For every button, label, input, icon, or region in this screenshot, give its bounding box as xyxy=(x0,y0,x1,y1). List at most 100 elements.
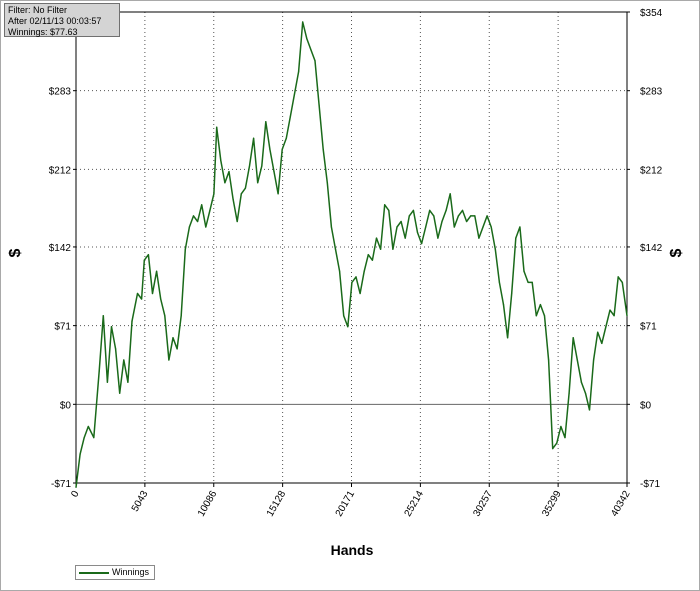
data-point xyxy=(355,276,357,278)
data-point xyxy=(151,292,154,295)
winnings-text: Winnings: $77.63 xyxy=(8,27,78,37)
data-point xyxy=(560,425,562,428)
data-point xyxy=(83,437,85,439)
data-point xyxy=(507,337,509,339)
series-line-winnings xyxy=(75,21,628,488)
data-point xyxy=(261,165,263,167)
data-point xyxy=(289,115,291,117)
x-tick-label: 15128 xyxy=(265,489,289,519)
data-point xyxy=(224,182,226,184)
data-point xyxy=(244,187,246,189)
data-point xyxy=(293,93,296,95)
data-point xyxy=(265,121,267,123)
data-point xyxy=(363,270,365,272)
x-tick-label: 30257 xyxy=(471,489,495,519)
data-point xyxy=(110,326,113,328)
data-point xyxy=(253,137,255,139)
data-point xyxy=(400,220,402,223)
data-point xyxy=(93,437,95,439)
data-point xyxy=(470,215,472,217)
y-tick-label-right: $142 xyxy=(640,243,663,254)
data-point xyxy=(180,315,182,317)
data-point xyxy=(548,359,550,361)
y-tick-label-left: -$71 xyxy=(51,479,71,490)
data-point xyxy=(213,193,215,195)
data-point xyxy=(160,298,162,300)
data-point xyxy=(197,220,199,223)
data-point xyxy=(626,315,628,317)
data-point xyxy=(141,298,143,300)
data-point xyxy=(404,237,406,239)
data-point xyxy=(515,237,517,239)
data-point xyxy=(127,381,129,383)
data-point xyxy=(539,304,542,306)
data-point xyxy=(236,220,238,223)
data-point xyxy=(412,209,414,211)
x-tick-label: 5043 xyxy=(130,489,151,514)
data-point xyxy=(421,243,423,245)
data-point xyxy=(384,204,386,206)
data-point xyxy=(486,215,488,217)
data-point xyxy=(568,392,570,394)
data-point xyxy=(429,209,431,211)
data-point xyxy=(490,226,492,228)
data-point xyxy=(339,270,341,272)
data-point xyxy=(437,237,439,239)
data-point xyxy=(453,226,455,228)
x-tick-label: 25214 xyxy=(403,489,427,519)
data-point xyxy=(396,226,398,228)
y-tick-label-right: -$71 xyxy=(640,479,660,490)
data-point xyxy=(201,204,203,206)
data-point xyxy=(302,21,304,23)
data-point xyxy=(188,226,190,228)
data-point xyxy=(609,309,611,311)
data-point xyxy=(449,193,451,195)
data-point xyxy=(79,453,81,455)
data-point xyxy=(343,315,345,317)
data-point xyxy=(371,259,373,261)
data-point xyxy=(156,270,158,272)
data-point xyxy=(466,220,468,223)
data-point xyxy=(535,315,537,317)
legend: Winnings xyxy=(75,565,155,580)
legend-swatch xyxy=(79,571,109,574)
data-point xyxy=(392,248,394,250)
y-tick-label-right: $283 xyxy=(640,87,663,98)
data-point xyxy=(131,320,133,322)
data-point xyxy=(119,392,121,394)
y-tick-label-left: $212 xyxy=(49,165,72,176)
y-axis-title-right: $ xyxy=(668,248,685,257)
data-point xyxy=(474,215,476,217)
data-point xyxy=(617,276,619,278)
after-date-text: After 02/11/13 00:03:57 xyxy=(8,16,102,26)
data-point xyxy=(511,292,513,295)
data-point xyxy=(98,370,100,372)
data-point xyxy=(136,292,139,295)
data-point xyxy=(314,60,316,62)
data-point xyxy=(351,281,353,283)
x-tick-label: 35299 xyxy=(540,489,564,519)
data-point xyxy=(232,198,234,200)
data-point xyxy=(269,148,271,150)
y-tick-label-left: $71 xyxy=(54,322,71,333)
data-point xyxy=(461,209,464,211)
data-point xyxy=(580,381,583,383)
x-tick-label: 0 xyxy=(69,489,82,500)
data-point xyxy=(416,231,419,234)
y-tick-label-right: $354 xyxy=(640,8,663,19)
data-point xyxy=(556,442,558,444)
data-point xyxy=(318,104,320,106)
y-tick-label-right: $71 xyxy=(640,322,657,333)
data-point xyxy=(482,226,484,228)
data-point xyxy=(519,226,521,228)
data-point xyxy=(216,126,218,128)
data-point xyxy=(205,226,207,228)
data-point xyxy=(310,49,312,51)
data-point xyxy=(523,270,525,272)
data-point xyxy=(184,248,186,250)
data-point xyxy=(220,159,222,162)
y-tick-label-left: $142 xyxy=(49,243,72,254)
data-point xyxy=(281,148,283,150)
data-point xyxy=(531,281,533,283)
y-tick-label-left: $283 xyxy=(49,87,72,98)
